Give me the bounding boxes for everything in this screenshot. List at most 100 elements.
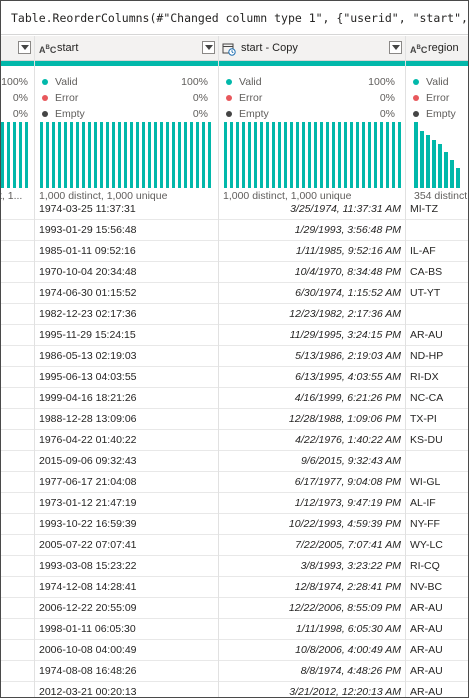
table-cell-region[interactable]: WY-LC <box>406 535 468 556</box>
table-cell-region[interactable]: AR-AU <box>406 640 468 661</box>
table-cell-region[interactable]: AL-IF <box>406 493 468 514</box>
table-cell-region[interactable]: AR-AU <box>406 661 468 682</box>
table-cell-start-copy[interactable]: 10/4/1970, 8:34:48 PM <box>219 262 405 283</box>
table-cell-start-copy[interactable]: 1/11/1985, 9:52:16 AM <box>219 241 405 262</box>
table-cell-region[interactable]: UT-YT <box>406 283 468 304</box>
table-cell[interactable] <box>1 619 34 640</box>
table-cell-region[interactable]: TX-PI <box>406 409 468 430</box>
table-cell-start[interactable]: 1993-03-08 15:23:22 <box>35 556 218 577</box>
table-cell-start-copy[interactable]: 3/25/1974, 11:37:31 AM <box>219 199 405 220</box>
table-cell-region[interactable]: RI-CQ <box>406 556 468 577</box>
column-header-start[interactable]: ABC start <box>35 36 218 61</box>
table-cell-start[interactable]: 2006-10-08 04:00:49 <box>35 640 218 661</box>
text-type-icon[interactable]: ABC <box>410 45 428 55</box>
table-cell-start[interactable]: 2006-12-22 20:55:09 <box>35 598 218 619</box>
formula-bar[interactable]: Table.ReorderColumns(#"Changed column ty… <box>1 1 468 35</box>
table-cell-start-copy[interactable]: 8/8/1974, 4:48:26 PM <box>219 661 405 682</box>
table-cell[interactable] <box>1 535 34 556</box>
table-cell-start[interactable]: 1973-01-12 21:47:19 <box>35 493 218 514</box>
table-cell-region[interactable]: NV-BC <box>406 577 468 598</box>
table-cell-start-copy[interactable]: 9/6/2015, 9:32:43 AM <box>219 451 405 472</box>
table-cell-start-copy[interactable]: 1/11/1998, 6:05:30 AM <box>219 619 405 640</box>
table-cell[interactable] <box>1 367 34 388</box>
column-header-start-copy[interactable]: start - Copy <box>219 36 405 61</box>
table-cell-start[interactable]: 1995-06-13 04:03:55 <box>35 367 218 388</box>
filter-dropdown-icon[interactable] <box>202 41 215 54</box>
table-cell-region[interactable]: IL-AF <box>406 241 468 262</box>
text-type-icon[interactable]: ABC <box>39 45 57 55</box>
table-cell-start[interactable]: 1974-08-08 16:48:26 <box>35 661 218 682</box>
table-cell-start-copy[interactable]: 4/22/1976, 1:40:22 AM <box>219 430 405 451</box>
table-cell[interactable] <box>1 556 34 577</box>
table-cell[interactable] <box>1 262 34 283</box>
table-cell-start-copy[interactable]: 3/21/2012, 12:20:13 AM <box>219 682 405 697</box>
table-cell-start-copy[interactable]: 1/29/1993, 3:56:48 PM <box>219 220 405 241</box>
table-cell-start-copy[interactable]: 12/22/2006, 8:55:09 PM <box>219 598 405 619</box>
table-cell-start-copy[interactable]: 10/8/2006, 4:00:49 AM <box>219 640 405 661</box>
table-cell-start-copy[interactable]: 1/12/1973, 9:47:19 PM <box>219 493 405 514</box>
table-cell[interactable] <box>1 514 34 535</box>
table-cell-start-copy[interactable]: 6/17/1977, 9:04:08 PM <box>219 472 405 493</box>
table-cell-start-copy[interactable]: 3/8/1993, 3:23:22 PM <box>219 556 405 577</box>
table-cell-region[interactable]: CA-BS <box>406 262 468 283</box>
table-cell[interactable] <box>1 304 34 325</box>
table-cell-region[interactable]: MI-TZ <box>406 199 468 220</box>
datetime-type-icon[interactable] <box>222 41 236 56</box>
table-cell-start[interactable]: 1993-01-29 15:56:48 <box>35 220 218 241</box>
table-cell-region[interactable]: ND-HP <box>406 346 468 367</box>
table-cell-region[interactable]: WI-GL <box>406 472 468 493</box>
table-cell-start-copy[interactable]: 11/29/1995, 3:24:15 PM <box>219 325 405 346</box>
table-cell[interactable] <box>1 388 34 409</box>
table-cell-start[interactable]: 1986-05-13 02:19:03 <box>35 346 218 367</box>
table-cell-region[interactable]: NC-CA <box>406 388 468 409</box>
table-cell-start[interactable]: 1974-06-30 01:15:52 <box>35 283 218 304</box>
table-cell-start-copy[interactable]: 7/22/2005, 7:07:41 AM <box>219 535 405 556</box>
table-cell[interactable] <box>1 346 34 367</box>
filter-dropdown-icon[interactable] <box>389 41 402 54</box>
table-cell-start[interactable]: 1985-01-11 09:52:16 <box>35 241 218 262</box>
table-cell-start[interactable]: 1993-10-22 16:59:39 <box>35 514 218 535</box>
table-cell-start[interactable]: 1982-12-23 02:17:36 <box>35 304 218 325</box>
table-cell[interactable] <box>1 451 34 472</box>
table-cell-start[interactable]: 2012-03-21 00:20:13 <box>35 682 218 697</box>
table-cell-start[interactable]: 1998-01-11 06:05:30 <box>35 619 218 640</box>
table-cell-start[interactable]: 1977-06-17 21:04:08 <box>35 472 218 493</box>
table-cell-start[interactable]: 1970-10-04 20:34:48 <box>35 262 218 283</box>
table-cell[interactable] <box>1 430 34 451</box>
filter-dropdown-icon[interactable] <box>18 41 31 54</box>
table-cell-start[interactable]: 1995-11-29 15:24:15 <box>35 325 218 346</box>
table-cell-start-copy[interactable]: 12/23/1982, 2:17:36 AM <box>219 304 405 325</box>
table-cell-region[interactable]: AR-AU <box>406 682 468 697</box>
table-cell-start-copy[interactable]: 6/30/1974, 1:15:52 AM <box>219 283 405 304</box>
table-cell-start[interactable]: 2015-09-06 09:32:43 <box>35 451 218 472</box>
table-cell-start[interactable]: 2005-07-22 07:07:41 <box>35 535 218 556</box>
table-cell-region[interactable]: RI-DX <box>406 367 468 388</box>
table-cell-region[interactable] <box>406 304 468 325</box>
table-cell-start-copy[interactable]: 12/28/1988, 1:09:06 PM <box>219 409 405 430</box>
table-cell-region[interactable] <box>406 451 468 472</box>
table-cell[interactable] <box>1 661 34 682</box>
table-cell-region[interactable]: AR-AU <box>406 325 468 346</box>
table-cell-region[interactable]: NY-FF <box>406 514 468 535</box>
table-cell-start-copy[interactable]: 4/16/1999, 6:21:26 PM <box>219 388 405 409</box>
table-cell-region[interactable]: AR-AU <box>406 598 468 619</box>
table-cell[interactable] <box>1 682 34 697</box>
table-cell-region[interactable] <box>406 220 468 241</box>
table-cell-start[interactable]: 1988-12-28 13:09:06 <box>35 409 218 430</box>
table-cell[interactable] <box>1 283 34 304</box>
table-cell-start-copy[interactable]: 12/8/1974, 2:28:41 PM <box>219 577 405 598</box>
table-cell-region[interactable]: KS-DU <box>406 430 468 451</box>
table-cell-start-copy[interactable]: 5/13/1986, 2:19:03 AM <box>219 346 405 367</box>
table-cell[interactable] <box>1 409 34 430</box>
table-cell[interactable] <box>1 325 34 346</box>
table-cell[interactable] <box>1 472 34 493</box>
table-cell-start[interactable]: 1999-04-16 18:21:26 <box>35 388 218 409</box>
table-cell-start[interactable]: 1974-12-08 14:28:41 <box>35 577 218 598</box>
table-cell[interactable] <box>1 640 34 661</box>
table-cell[interactable] <box>1 199 34 220</box>
table-cell[interactable] <box>1 493 34 514</box>
column-header-previous[interactable] <box>1 36 34 61</box>
table-cell-start[interactable]: 1976-04-22 01:40:22 <box>35 430 218 451</box>
table-cell-start-copy[interactable]: 6/13/1995, 4:03:55 AM <box>219 367 405 388</box>
table-cell-region[interactable]: AR-AU <box>406 619 468 640</box>
